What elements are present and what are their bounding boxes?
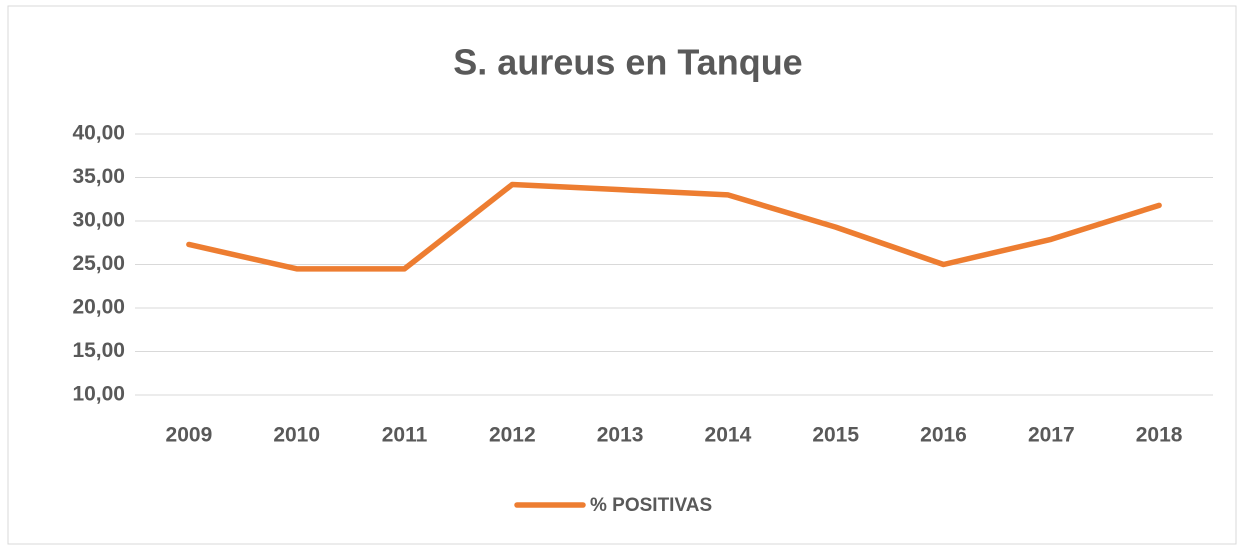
legend-label: % POSITIVAS	[590, 495, 712, 516]
x-tick-label: 2016	[920, 424, 967, 447]
x-tick-label: 2017	[1028, 424, 1075, 447]
x-tick-label: 2018	[1136, 424, 1183, 447]
x-tick-label: 2013	[597, 424, 644, 447]
chart-border	[7, 5, 1237, 545]
y-tick-label: 35,00	[72, 165, 125, 188]
x-tick-label: 2014	[705, 424, 752, 447]
y-tick-label: 15,00	[72, 339, 125, 362]
x-tick-label: 2012	[489, 424, 536, 447]
x-tick-label: 2010	[273, 424, 320, 447]
y-tick-label: 30,00	[72, 209, 125, 232]
y-tick-label: 20,00	[72, 296, 125, 319]
x-tick-label: 2011	[382, 424, 428, 447]
x-tick-label: 2015	[812, 424, 859, 447]
data-line	[186, 181, 1162, 272]
x-tick-label: 2009	[166, 424, 213, 447]
y-tick-label: 25,00	[72, 252, 125, 275]
y-tick-label: 10,00	[72, 383, 125, 406]
chart-title: S. aureus en Tanque	[453, 42, 802, 83]
y-tick-label: 40,00	[72, 122, 125, 145]
